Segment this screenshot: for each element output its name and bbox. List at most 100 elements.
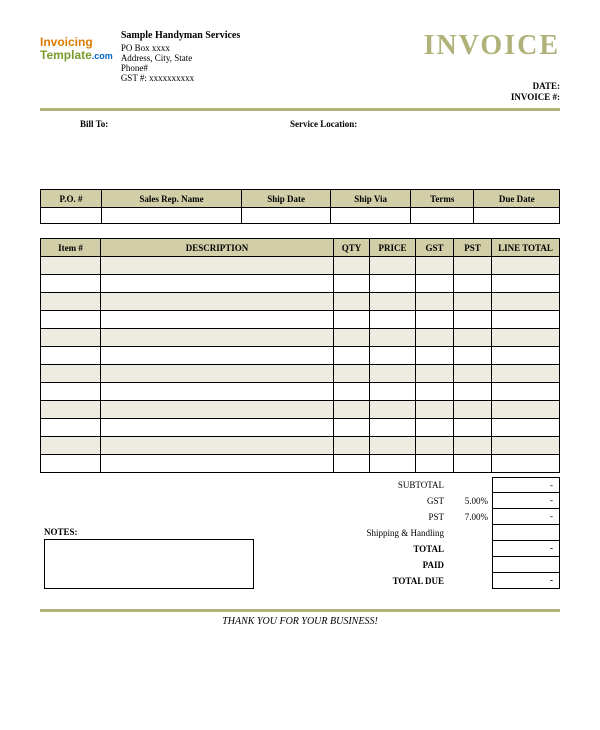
item-cell [334, 383, 370, 401]
item-cell [41, 257, 101, 275]
item-cell [370, 275, 416, 293]
info-header: Terms [411, 190, 474, 208]
item-cell [41, 275, 101, 293]
item-cell [334, 365, 370, 383]
item-cell [334, 437, 370, 455]
total-label: TOTAL [340, 544, 450, 554]
item-row [41, 311, 560, 329]
paid-row: PAID [340, 557, 560, 573]
divider [40, 108, 560, 111]
gst-label: GST [340, 496, 450, 506]
item-cell [101, 383, 334, 401]
item-cell [492, 329, 560, 347]
item-cell [101, 275, 334, 293]
item-cell [454, 383, 492, 401]
item-cell [334, 401, 370, 419]
item-cell [416, 347, 454, 365]
logo-line2: Template [40, 48, 92, 62]
service-location-label: Service Location: [290, 119, 357, 129]
item-cell [334, 329, 370, 347]
item-cell [454, 365, 492, 383]
notes-label: NOTES: [44, 527, 340, 537]
item-cell [41, 419, 101, 437]
item-cell [416, 383, 454, 401]
item-cell [101, 401, 334, 419]
item-cell [492, 365, 560, 383]
item-cell [334, 347, 370, 365]
info-cell [41, 208, 102, 224]
items-header: GST [416, 239, 454, 257]
item-cell [101, 311, 334, 329]
item-cell [370, 311, 416, 329]
item-cell [454, 311, 492, 329]
paid-label: PAID [340, 560, 450, 570]
pst-label: PST [340, 512, 450, 522]
item-cell [370, 257, 416, 275]
item-cell [492, 437, 560, 455]
item-cell [334, 257, 370, 275]
item-cell [334, 311, 370, 329]
item-cell [41, 329, 101, 347]
gst-row: GST 5.00% - [340, 493, 560, 509]
item-row [41, 419, 560, 437]
header-left: Invoicing Template.com Sample Handyman S… [40, 30, 240, 83]
item-row [41, 401, 560, 419]
item-cell [454, 275, 492, 293]
item-cell [492, 311, 560, 329]
item-cell [101, 329, 334, 347]
item-cell [454, 257, 492, 275]
bottom-section: NOTES: SUBTOTAL - GST 5.00% - PST 7.00% … [40, 477, 560, 589]
item-cell [454, 455, 492, 473]
item-cell [416, 311, 454, 329]
due-label: TOTAL DUE [340, 576, 450, 586]
shipping-row: Shipping & Handling [340, 525, 560, 541]
item-cell [101, 347, 334, 365]
info-table: P.O. # Sales Rep. Name Ship Date Ship Vi… [40, 189, 560, 224]
header: Invoicing Template.com Sample Handyman S… [40, 30, 560, 83]
item-cell [492, 275, 560, 293]
info-cell [101, 208, 241, 224]
item-cell [492, 401, 560, 419]
due-row: TOTAL DUE - [340, 573, 560, 589]
subtotal-label: SUBTOTAL [340, 480, 450, 490]
item-cell [41, 383, 101, 401]
items-header: PRICE [370, 239, 416, 257]
item-cell [416, 329, 454, 347]
item-row [41, 293, 560, 311]
item-row [41, 275, 560, 293]
items-header: LINE TOTAL [492, 239, 560, 257]
info-header: Ship Date [241, 190, 330, 208]
total-row: TOTAL - [340, 541, 560, 557]
item-cell [416, 455, 454, 473]
company-addr: Address, City, State [121, 53, 240, 63]
item-cell [41, 455, 101, 473]
item-cell [334, 293, 370, 311]
item-row [41, 383, 560, 401]
item-cell [101, 419, 334, 437]
address-row: Bill To: Service Location: [40, 119, 560, 129]
gst-pct: 5.00% [450, 496, 492, 506]
item-cell [416, 401, 454, 419]
paid-value [492, 557, 560, 573]
items-header: PST [454, 239, 492, 257]
thank-you: THANK YOU FOR YOUR BUSINESS! [40, 609, 560, 627]
subtotal-value: - [492, 477, 560, 493]
total-value: - [492, 541, 560, 557]
item-cell [492, 347, 560, 365]
item-cell [370, 365, 416, 383]
info-cell [331, 208, 411, 224]
pst-pct: 7.00% [450, 512, 492, 522]
item-cell [416, 437, 454, 455]
items-header: QTY [334, 239, 370, 257]
item-cell [492, 383, 560, 401]
item-row [41, 437, 560, 455]
item-cell [370, 419, 416, 437]
item-cell [416, 419, 454, 437]
item-cell [41, 437, 101, 455]
item-cell [334, 455, 370, 473]
item-cell [454, 347, 492, 365]
item-cell [416, 275, 454, 293]
item-cell [370, 329, 416, 347]
invoice-title: INVOICE [424, 30, 560, 83]
item-cell [492, 455, 560, 473]
